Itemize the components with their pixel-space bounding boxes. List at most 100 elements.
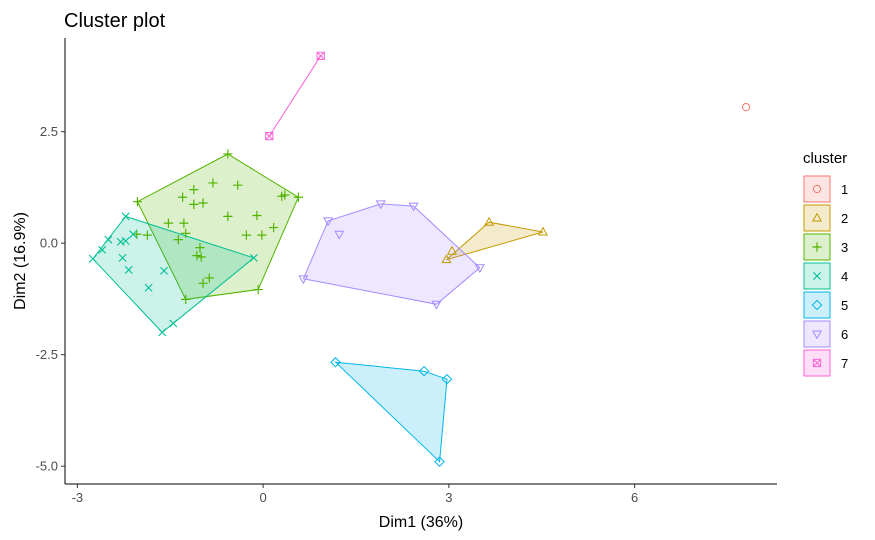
chart-title: Cluster plot xyxy=(64,10,166,32)
cluster-6-point xyxy=(474,264,485,274)
cluster-4-point xyxy=(144,283,153,292)
cluster-3-point xyxy=(181,228,191,238)
legend-marker-1 xyxy=(812,184,822,194)
cluster-5-point xyxy=(418,365,430,377)
cluster-3-point xyxy=(142,230,152,240)
x-tick-label: 3 xyxy=(445,490,452,505)
cluster-4-point xyxy=(88,254,97,263)
legend-marker-2 xyxy=(811,212,823,222)
cluster-3-point xyxy=(257,230,267,240)
cluster-6-point xyxy=(298,275,309,285)
legend-key-5 xyxy=(803,291,831,319)
cluster-3-point xyxy=(189,199,199,209)
cluster-3-point xyxy=(178,192,188,202)
cluster-5-point xyxy=(441,373,453,385)
cluster-5-hull xyxy=(334,361,448,463)
cluster-3-point xyxy=(198,278,208,288)
cluster-6-hull xyxy=(302,203,481,305)
legend-key-2 xyxy=(803,204,831,232)
cluster-3-point xyxy=(132,197,143,207)
legend-marker-3 xyxy=(812,242,822,252)
cluster-3-hull xyxy=(136,153,300,300)
legend-label-7: 7 xyxy=(841,356,848,371)
cluster-4-point xyxy=(121,236,130,245)
cluster-3-point xyxy=(252,210,262,221)
legend-label-6: 6 xyxy=(841,327,848,342)
cluster-5-point xyxy=(434,456,445,468)
legend-key-1 xyxy=(803,175,831,203)
cluster-6-point xyxy=(431,300,442,310)
cluster-3-point xyxy=(181,294,191,304)
x-tick-label: -3 xyxy=(72,490,84,505)
cluster-3-point xyxy=(179,218,189,228)
cluster-4-point xyxy=(104,235,113,244)
cluster-6-point xyxy=(323,217,334,227)
cluster-3-point xyxy=(241,230,252,240)
cluster-3-point xyxy=(195,243,205,253)
cluster-5-point xyxy=(330,356,341,368)
cluster-3-point xyxy=(269,222,279,233)
x-tick-label: 0 xyxy=(260,490,267,505)
cluster-6-point xyxy=(408,202,419,212)
axes xyxy=(64,38,777,485)
cluster-3-point xyxy=(293,192,304,202)
legend-marker-4 xyxy=(813,272,821,280)
legend-key-6 xyxy=(803,320,831,348)
cluster-3-point xyxy=(223,211,233,221)
cluster-7-point xyxy=(265,132,274,141)
cluster-6-point xyxy=(375,200,386,210)
cluster-3-point xyxy=(198,198,208,208)
y-tick-label: -2.5 xyxy=(36,347,58,362)
x-tick-label: 6 xyxy=(631,490,638,505)
cluster-2-point xyxy=(441,254,452,264)
cluster-4-point xyxy=(129,230,138,239)
cluster-4-point xyxy=(121,212,130,221)
cluster-2-hull xyxy=(446,221,544,261)
cluster-4-point xyxy=(118,253,127,262)
cluster-3-point xyxy=(189,185,199,195)
legend-title: cluster xyxy=(803,150,847,167)
cluster-2-point xyxy=(537,226,549,236)
cluster-3-point xyxy=(173,234,183,245)
cluster-points xyxy=(88,51,751,468)
cluster-3-point xyxy=(233,180,243,190)
legend-label-3: 3 xyxy=(841,240,848,255)
tick-labels: -3 0 3 6 -5.0 -2.5 0.0 2.5 xyxy=(36,124,639,505)
cluster-3-point xyxy=(192,251,202,261)
legend-marker-5 xyxy=(811,299,823,311)
cluster-hulls xyxy=(92,55,544,463)
y-tick-label: 2.5 xyxy=(40,124,58,139)
legend-marker-7 xyxy=(812,358,822,368)
cluster-2-point xyxy=(484,216,495,226)
cluster-1-point xyxy=(741,103,751,112)
cluster-4-point xyxy=(249,253,258,262)
cluster-7-hull xyxy=(268,55,322,137)
cluster-3-point xyxy=(223,149,233,159)
legend-label-5: 5 xyxy=(841,298,848,313)
y-axis-title: Dim2 (16.9%) xyxy=(12,212,29,310)
cluster-4-point xyxy=(124,265,133,274)
legend-label-1: 1 xyxy=(841,182,848,197)
cluster-3-point xyxy=(163,218,173,228)
y-tick-label: 0.0 xyxy=(40,236,58,251)
legend: cluster 1 2 3 4 5 6 7 xyxy=(803,150,848,377)
cluster-4-point xyxy=(98,245,107,254)
cluster-3-point xyxy=(196,252,206,262)
legend-marker-6 xyxy=(811,330,823,340)
cluster-6-point xyxy=(334,230,345,240)
legend-label-2: 2 xyxy=(841,211,848,226)
legend-label-4: 4 xyxy=(841,269,848,284)
y-tick-label: -5.0 xyxy=(36,459,58,474)
cluster-3-point xyxy=(208,178,218,188)
cluster-4-point xyxy=(169,319,178,328)
cluster-4-point xyxy=(158,328,167,337)
cluster-3-point xyxy=(253,284,263,295)
x-axis-title: Dim1 (36%) xyxy=(379,514,463,531)
cluster-3-point xyxy=(204,273,214,283)
cluster-7-point xyxy=(316,51,325,60)
cluster-2-point xyxy=(446,245,458,255)
cluster-3-point xyxy=(280,190,290,200)
cluster-4-point xyxy=(160,266,169,275)
